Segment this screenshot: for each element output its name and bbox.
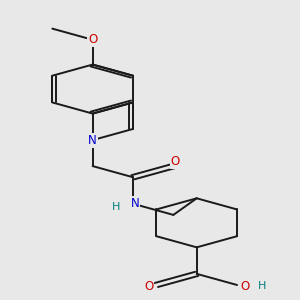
Text: H: H bbox=[258, 281, 267, 291]
Text: O: O bbox=[88, 33, 97, 46]
Text: H: H bbox=[112, 202, 120, 212]
Text: O: O bbox=[144, 280, 153, 293]
Text: O: O bbox=[240, 280, 249, 293]
Text: N: N bbox=[88, 134, 97, 147]
Text: O: O bbox=[171, 155, 180, 168]
Text: N: N bbox=[131, 197, 140, 210]
